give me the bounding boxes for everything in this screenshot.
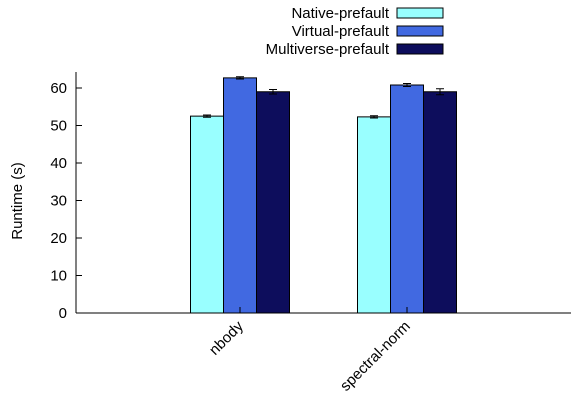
legend-label: Virtual-prefault bbox=[292, 23, 390, 40]
y-tick-label: 0 bbox=[59, 305, 67, 322]
legend-label: Native-prefault bbox=[291, 5, 389, 22]
legend-swatch bbox=[396, 25, 444, 37]
x-tick-label: spectral-norm bbox=[337, 318, 414, 395]
y-tick-label: 10 bbox=[50, 268, 67, 285]
y-tick-label: 20 bbox=[50, 230, 67, 247]
y-tick-label: 40 bbox=[50, 155, 67, 172]
y-axis-label: Runtime (s) bbox=[9, 162, 26, 240]
bars bbox=[190, 76, 457, 314]
legend-swatch bbox=[396, 43, 444, 55]
bar-spectral-norm-multiverse-prefault bbox=[423, 91, 457, 314]
legend-swatch bbox=[396, 7, 444, 19]
bar-spectral-norm-native-prefault bbox=[357, 116, 391, 314]
bar-nbody-virtual-prefault bbox=[223, 77, 257, 314]
x-tick-label: nbody bbox=[206, 317, 247, 358]
legend: Native-prefaultVirtual-prefaultMultivers… bbox=[266, 5, 444, 58]
bar-nbody-native-prefault bbox=[190, 115, 224, 314]
legend-label: Multiverse-prefault bbox=[266, 41, 390, 58]
axes: 0 10 20 30 40 50 60 nbody spectral-norm bbox=[50, 72, 571, 395]
y-tick-label: 60 bbox=[50, 80, 67, 97]
y-tick-label: 30 bbox=[50, 193, 67, 210]
bar-nbody-multiverse-prefault bbox=[256, 91, 290, 314]
y-tick-label: 50 bbox=[50, 118, 67, 135]
bar-spectral-norm-virtual-prefault bbox=[390, 84, 424, 314]
